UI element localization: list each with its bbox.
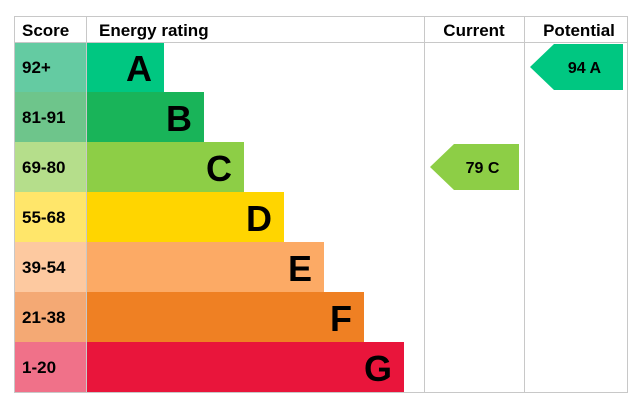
score-label-b: 81-91 [22, 108, 65, 127]
score-label-g: 1-20 [22, 358, 56, 377]
band-bar-d [86, 192, 284, 242]
current-rating-label: 79 C [466, 160, 500, 177]
header-score: Score [22, 21, 69, 40]
score-cell-e [14, 242, 86, 292]
score-label-e: 39-54 [22, 258, 66, 277]
band-letter-b: B [166, 98, 192, 139]
band-letter-g: G [364, 348, 392, 389]
potential-rating-label: 94 A [568, 60, 602, 77]
score-label-c: 69-80 [22, 158, 65, 177]
score-cell-f [14, 292, 86, 342]
band-letter-f: F [330, 298, 352, 339]
band-letter-c: C [206, 148, 232, 189]
score-cell-g [14, 342, 86, 392]
band-bar-a [86, 42, 164, 92]
score-label-d: 55-68 [22, 208, 65, 227]
potential-rating-arrow [530, 44, 623, 90]
band-bar-b [86, 92, 204, 142]
score-label-a: 92+ [22, 58, 51, 77]
score-label-f: 21-38 [22, 308, 65, 327]
band-bar-c [86, 142, 244, 192]
score-cell-d [14, 192, 86, 242]
band-letter-a: A [126, 48, 152, 89]
score-cell-a [14, 42, 86, 92]
score-cell-c [14, 142, 86, 192]
band-letter-e: E [288, 248, 312, 289]
band-bar-g [86, 342, 404, 392]
header-energy-rating: Energy rating [99, 21, 209, 40]
header-potential: Potential [543, 21, 615, 40]
band-letter-d: D [246, 198, 272, 239]
table-frame [14, 16, 628, 393]
header-current: Current [443, 21, 505, 40]
band-bar-f [86, 292, 364, 342]
current-rating-arrow [430, 144, 519, 190]
score-cell-b [14, 92, 86, 142]
band-bar-e [86, 242, 324, 292]
